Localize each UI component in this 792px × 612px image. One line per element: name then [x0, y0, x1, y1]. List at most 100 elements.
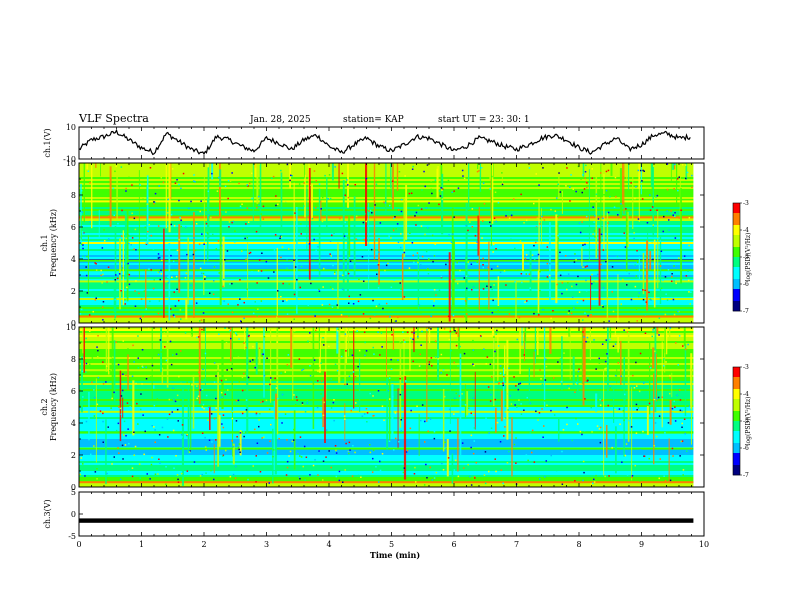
spectral-streak — [436, 163, 438, 169]
spectral-speckle — [329, 197, 332, 200]
spectral-streak — [166, 327, 169, 388]
spectral-speckle — [523, 222, 525, 224]
spectral-speckle — [678, 217, 681, 219]
spectral-speckle — [133, 361, 135, 363]
spectral-speckle — [252, 359, 254, 361]
spectral-speckle — [660, 287, 663, 289]
spectral-speckle — [673, 401, 676, 404]
spectral-speckle — [691, 186, 693, 189]
spectral-streak — [466, 391, 469, 416]
spectral-streak — [346, 236, 349, 295]
spectral-speckle — [574, 253, 576, 255]
spectral-speckle — [449, 330, 452, 333]
spectral-speckle — [635, 275, 638, 277]
spectral-speckle — [581, 433, 583, 436]
spectral-speckle — [467, 463, 469, 466]
y-tick-label: 6 — [71, 223, 76, 232]
spectral-speckle — [167, 276, 169, 278]
spectral-streak — [491, 163, 494, 224]
spectral-speckle — [688, 291, 690, 293]
spectral-speckle — [339, 217, 341, 220]
spectral-speckle — [571, 285, 573, 288]
spectral-speckle — [651, 335, 653, 338]
spectral-speckle — [226, 250, 229, 252]
spectral-speckle — [356, 459, 359, 461]
spectral-speckle — [222, 414, 225, 416]
spectral-speckle — [409, 232, 411, 234]
spectral-speckle — [636, 261, 639, 264]
spectral-speckle — [415, 481, 417, 483]
spectral-speckle — [149, 376, 152, 378]
spectral-speckle — [347, 382, 350, 385]
spectral-speckle — [145, 243, 148, 245]
spectral-speckle — [552, 310, 554, 312]
spectral-speckle — [378, 257, 380, 260]
spectral-streak — [558, 417, 560, 442]
spectrogram-band — [79, 317, 694, 319]
spectral-speckle — [348, 302, 350, 304]
spectral-streak — [642, 252, 645, 295]
spectral-speckle — [542, 167, 544, 169]
spectral-speckle — [434, 356, 437, 358]
spectral-speckle — [447, 457, 450, 459]
spectral-speckle — [102, 351, 105, 353]
spectral-speckle — [539, 289, 541, 292]
spectral-speckle — [131, 467, 134, 469]
spectral-speckle — [645, 255, 647, 258]
colorbar-swatch — [733, 247, 740, 250]
spectral-streak — [626, 211, 629, 248]
spectral-speckle — [284, 371, 286, 373]
spectral-streak — [232, 443, 235, 465]
spectral-speckle — [400, 233, 402, 235]
spectral-speckle — [411, 331, 413, 334]
spectral-speckle — [150, 234, 153, 237]
spectral-speckle — [206, 232, 209, 234]
spectral-speckle — [437, 357, 439, 360]
colorbar-tick-label: -5 — [743, 254, 749, 261]
spectral-speckle — [229, 283, 231, 285]
spectral-speckle — [301, 369, 303, 371]
spectral-speckle — [144, 430, 146, 433]
spectrogram-band — [79, 293, 694, 295]
spectral-speckle — [390, 358, 392, 361]
spectral-speckle — [628, 420, 630, 422]
spectral-speckle — [348, 452, 350, 455]
spectral-speckle — [362, 221, 365, 224]
spectral-speckle — [603, 194, 605, 196]
spectral-speckle — [153, 404, 156, 407]
spectral-speckle — [538, 412, 541, 414]
spectral-speckle — [170, 363, 173, 366]
spectral-speckle — [424, 233, 426, 236]
spectral-speckle — [579, 430, 582, 433]
spectral-speckle — [387, 262, 389, 265]
spectral-speckle — [276, 341, 278, 343]
spectral-speckle — [454, 330, 456, 332]
spectral-speckle — [672, 214, 674, 216]
spectral-speckle — [600, 172, 602, 174]
spectral-speckle — [558, 172, 560, 174]
spectral-speckle — [586, 265, 588, 267]
spectral-speckle — [173, 467, 175, 469]
spectral-speckle — [213, 266, 216, 268]
spectral-speckle — [420, 225, 423, 227]
spectral-speckle — [499, 372, 502, 375]
spectral-speckle — [393, 279, 395, 281]
spectral-speckle — [294, 404, 297, 406]
spectral-speckle — [220, 244, 223, 247]
spectral-speckle — [377, 331, 379, 333]
spectral-speckle — [208, 406, 210, 408]
spectral-speckle — [314, 459, 316, 461]
spectral-speckle — [678, 353, 680, 355]
spectral-speckle — [403, 339, 405, 341]
spectral-speckle — [608, 475, 610, 477]
spectral-speckle — [258, 163, 261, 165]
spectral-streak — [359, 358, 361, 412]
spectral-speckle — [641, 180, 643, 182]
spectral-speckle — [543, 219, 546, 221]
spectral-speckle — [239, 432, 242, 434]
spectral-speckle — [429, 418, 432, 420]
spectral-speckle — [341, 172, 344, 175]
spectral-speckle — [508, 313, 511, 315]
spectral-speckle — [688, 244, 690, 247]
spectral-speckle — [502, 327, 504, 329]
